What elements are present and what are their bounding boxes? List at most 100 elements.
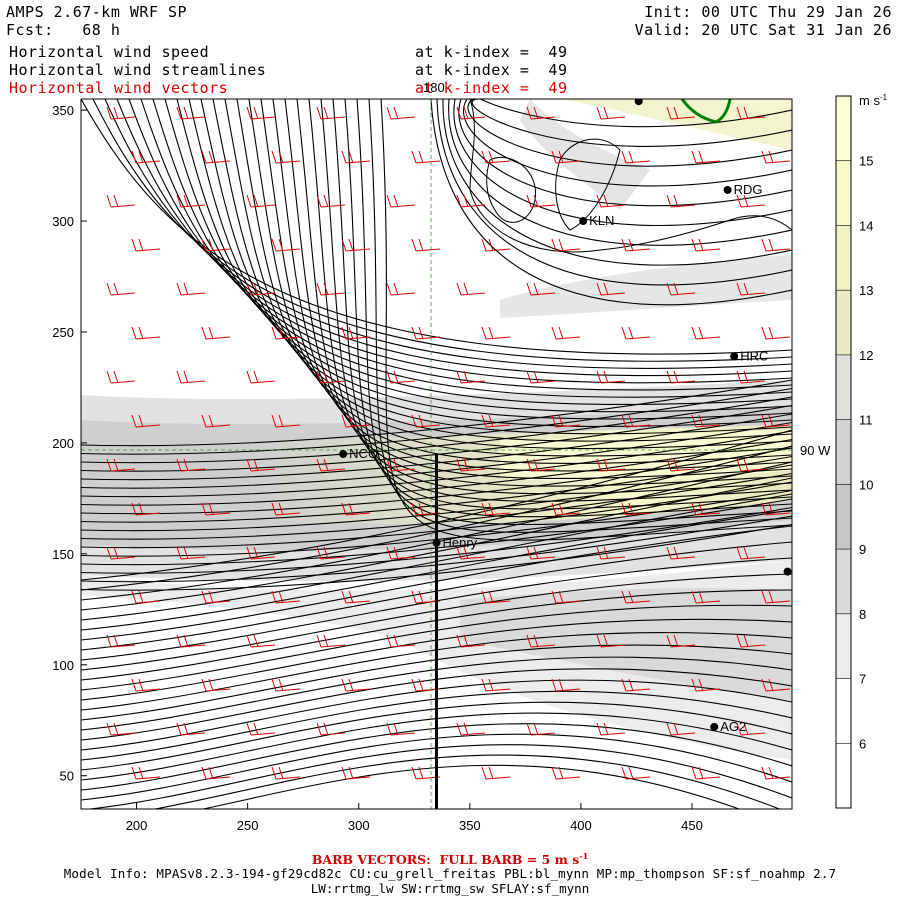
wind-barb [341,326,371,340]
streamline [81,525,792,641]
colorbar-label: 10 [859,477,873,492]
streamline [176,99,792,413]
wind-barb [691,326,721,340]
wind-barb [131,678,161,692]
streamline [81,387,792,455]
field-label-streamlines: Horizontal wind streamlines [9,61,267,79]
streamline [81,557,792,661]
streamline [81,631,792,711]
streamline [320,99,792,502]
colorbar-swatch [836,678,851,744]
y-tick-label: 250 [52,325,74,340]
wind-barb [551,590,581,604]
model-info: Model Info: MPASv8.2.3-194-gf29cd82c CU:… [63,866,837,881]
wind-barb [481,238,511,252]
wind-barb [341,238,371,252]
station-marker [730,352,739,361]
wind-barb [341,150,371,164]
wind-barb [761,590,791,604]
wind-barb [176,370,206,384]
plot-frame [80,98,793,810]
wind-barb [131,766,161,780]
streamline [479,99,792,128]
colorbar-frame [835,95,852,809]
wind-barb [341,678,371,692]
wind-barb [526,106,556,120]
streamline [81,656,792,731]
wind-barb [691,414,721,428]
wind-barb [526,458,556,472]
streamline [81,464,792,532]
wind-barb [761,238,791,252]
wind-barb [411,414,441,428]
colorbar-label: 6 [859,736,866,751]
wind-barb [456,722,486,736]
wind-barb [526,722,556,736]
wind-barb [526,370,556,384]
streamline [152,99,792,398]
y-axis: 350 300 250 200 150 100 50 [52,103,87,784]
wind-barb [526,282,556,296]
field-label-vectors: Horizontal wind vectors [9,79,229,97]
wind-barb [386,722,416,736]
wind-barb [526,194,556,208]
wind-barb [341,590,371,604]
streamline [458,99,792,207]
streamline [81,506,792,574]
wind-barb [551,766,581,780]
coastline [469,99,792,253]
colorbar-swatch [836,743,851,808]
field-label-speed: Horizontal wind speed [9,43,210,61]
wind-barb [271,414,301,428]
wind-barb [551,678,581,692]
wind-barb [551,326,581,340]
colorbar-label: 14 [859,218,873,233]
streamline [81,489,792,557]
wind-barb [481,678,511,692]
wind-barb [106,194,136,208]
station-marker [723,185,732,194]
wind-barb [316,458,346,472]
wind-barb [666,546,696,560]
wind-barb [411,238,441,252]
wind-barb [691,150,721,164]
wind-barb [621,502,651,516]
wind-barb [551,150,581,164]
wind-barb [481,766,511,780]
wind-barb [341,766,371,780]
wind-barb [176,722,206,736]
y-tick-label: 300 [52,214,74,229]
x-tick-label: 450 [681,818,703,833]
coast-highlight [680,99,732,124]
streamline [224,99,792,442]
wind-barb [596,106,626,120]
meridian-label: 180 [423,80,445,95]
valid-time: Valid: 20 UTC Sat 31 Jan 26 [634,21,892,39]
x-tick-label: 250 [237,818,259,833]
wind-barb [481,590,511,604]
wind-barb [386,458,416,472]
wind-barb [176,282,206,296]
wind-barb [316,194,346,208]
wind-barb [271,238,301,252]
wind-barb [316,370,346,384]
wind-barb [271,590,301,604]
wind-barb [456,106,486,120]
x-axis: 200 250 300 350 400 450 [126,803,703,833]
x-tick-label: 200 [126,818,148,833]
wind-barb [456,634,486,648]
parallel-label: 90 W [800,443,831,458]
wind-barb [106,282,136,296]
streamline [462,99,792,187]
wind-barb [621,238,651,252]
wind-barb [666,194,696,208]
wind-barb [456,458,486,472]
wind-barb [386,370,416,384]
station-marker [339,450,348,458]
wind-barb [106,106,136,120]
streamline [81,690,792,761]
wind-barb [106,634,136,648]
wind-barb [316,634,346,648]
streamline [453,99,792,227]
streamline [81,99,792,355]
